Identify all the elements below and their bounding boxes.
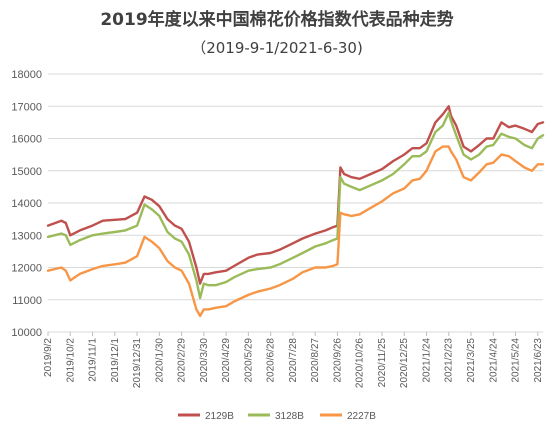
gridlines bbox=[48, 73, 543, 333]
series-line-2129B bbox=[46, 105, 545, 285]
series-line-3128B bbox=[46, 111, 545, 300]
x-tick-label: 2019/9/2 bbox=[43, 338, 54, 377]
series-line-2227B bbox=[46, 145, 545, 318]
x-tick-label: 2020/12/25 bbox=[399, 338, 410, 388]
x-tick-label: 2020/2/29 bbox=[177, 338, 188, 383]
x-axis: 2019/9/2 2019/10/2 2019/11/1 2019/12/1 2019/… bbox=[43, 332, 544, 388]
x-tick-label: 2020/6/28 bbox=[266, 338, 277, 383]
legend-label-2129B: 2129B bbox=[205, 411, 234, 422]
x-tick-label: 2021/3/25 bbox=[466, 338, 477, 383]
legend-label-3128B: 3128B bbox=[275, 411, 304, 422]
y-tick-label: 17000 bbox=[11, 101, 42, 113]
y-tick-label: 14000 bbox=[11, 198, 42, 210]
y-tick-label: 11000 bbox=[12, 295, 42, 307]
y-tick-label: 13000 bbox=[11, 230, 42, 242]
y-axis: 10000 11000 12000 13000 14000 15000 16000 17000… bbox=[11, 69, 42, 339]
x-tick-label: 2019/12/1 bbox=[110, 338, 121, 383]
x-tick-label: 2020/8/27 bbox=[310, 338, 321, 383]
y-tick-label: 15000 bbox=[11, 166, 42, 178]
x-tick-label: 2020/10/26 bbox=[355, 338, 366, 388]
x-tick-label: 2020/5/29 bbox=[243, 338, 254, 383]
x-tick-label: 2019/12/31 bbox=[132, 338, 143, 388]
y-tick-label: 10000 bbox=[11, 327, 42, 339]
x-tick-label: 2021/1/24 bbox=[421, 338, 432, 383]
x-tick-label: 2020/3/30 bbox=[199, 338, 210, 383]
x-tick-label: 2021/6/23 bbox=[533, 338, 544, 383]
x-tick-label: 2020/9/26 bbox=[332, 338, 343, 383]
y-tick-label: 12000 bbox=[11, 263, 42, 275]
chart-subtitle: （2019-9-1/2021-6-30) bbox=[191, 39, 363, 57]
x-tick-label: 2021/5/24 bbox=[511, 338, 522, 383]
x-tick-label: 2020/1/30 bbox=[154, 338, 165, 383]
legend: 2129B 3128B 2227B bbox=[178, 411, 376, 422]
x-tick-label: 2019/11/1 bbox=[88, 338, 99, 382]
x-tick-label: 2020/11/25 bbox=[377, 338, 388, 388]
x-tick-label: 2020/4/29 bbox=[221, 338, 232, 383]
x-tick-label: 2020/7/28 bbox=[288, 338, 299, 383]
chart-title: 2019年度以来中国棉花价格指数代表品种走势 bbox=[100, 9, 453, 30]
x-tick-label: 2021/4/24 bbox=[488, 338, 499, 383]
y-tick-label: 16000 bbox=[11, 134, 42, 146]
x-tick-label: 2019/10/2 bbox=[65, 338, 76, 383]
legend-label-2227B: 2227B bbox=[347, 411, 376, 422]
series-lines bbox=[46, 105, 545, 318]
y-tick-label: 18000 bbox=[11, 69, 42, 81]
x-tick-label: 2021/2/23 bbox=[444, 338, 455, 383]
